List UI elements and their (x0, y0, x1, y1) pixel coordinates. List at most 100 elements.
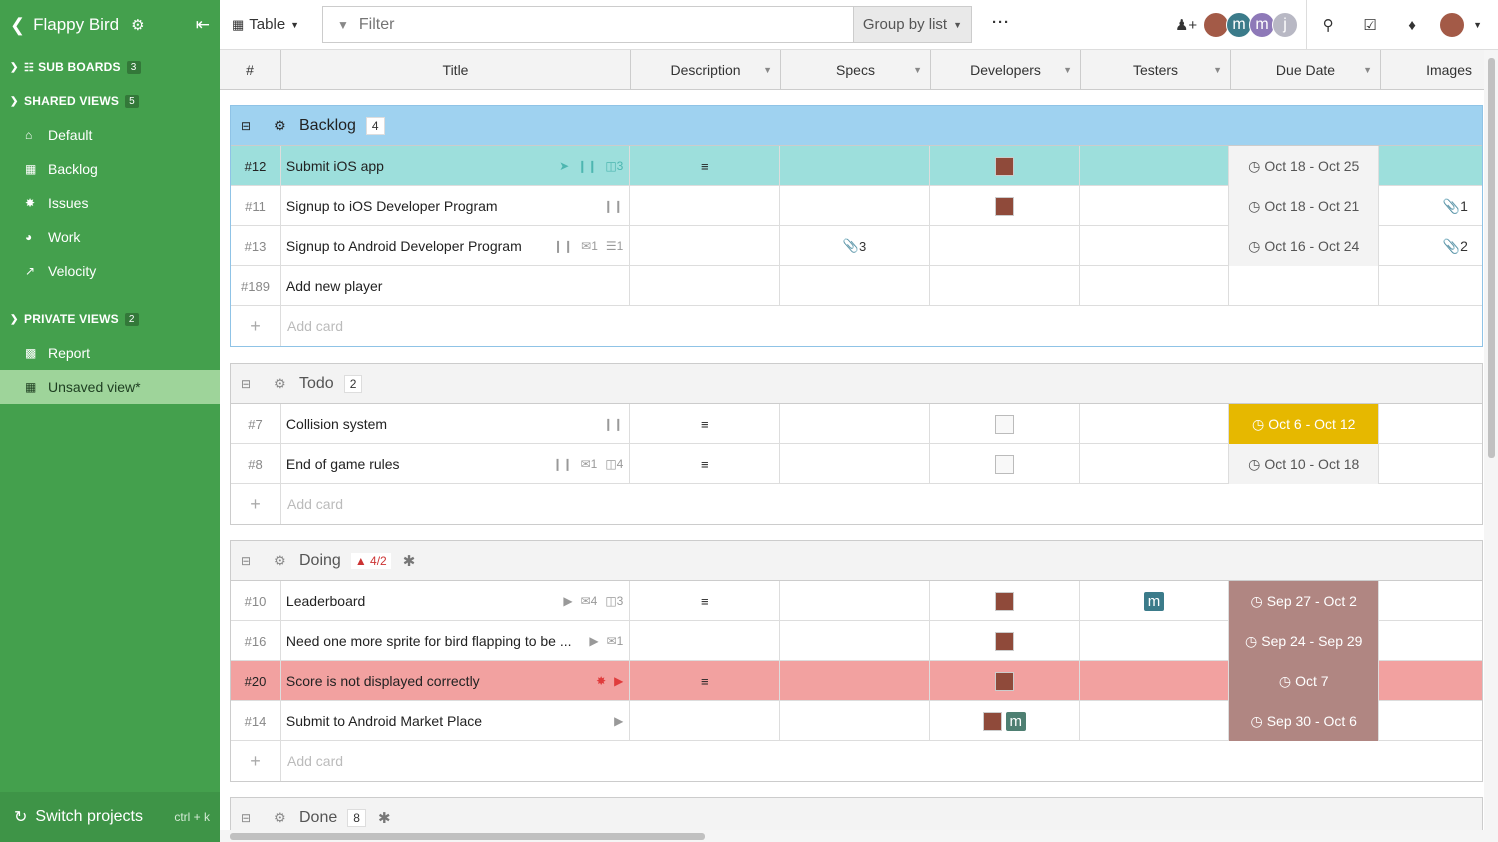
testers-cell[interactable] (1080, 186, 1230, 226)
sidebar-item-issues[interactable]: ✸ Issues (0, 186, 220, 220)
section-sub-boards[interactable]: ❯ ☷ SUB BOARDS 3 (0, 50, 220, 84)
table-row[interactable]: #14 Submit to Android Market Place ▶ m ◷ S… (231, 701, 1482, 741)
collapse-icon[interactable]: ⊟ (241, 118, 252, 133)
testers-cell[interactable] (1080, 621, 1230, 661)
collapse-icon[interactable]: ⊟ (241, 376, 252, 391)
images-cell[interactable] (1379, 444, 1482, 484)
images-cell[interactable] (1379, 661, 1482, 701)
sidebar-item-work[interactable]: ◕ Work (0, 220, 220, 254)
collapse-icon[interactable]: ⊟ (241, 553, 252, 568)
developers-cell[interactable] (930, 226, 1080, 266)
sidebar-item-report[interactable]: ▩ Report (0, 336, 220, 370)
images-cell[interactable]: 📎 2 (1379, 226, 1482, 266)
description-icon[interactable]: ≡ (630, 661, 781, 701)
card-title[interactable]: Add new player (285, 278, 383, 294)
gear-icon[interactable]: ⚙ (274, 375, 286, 391)
due-date-cell[interactable]: ◷ Oct 6 - Oct 12 (1229, 404, 1380, 444)
specs-cell[interactable] (780, 621, 930, 661)
testers-cell[interactable] (1080, 404, 1230, 444)
images-cell[interactable] (1379, 701, 1482, 741)
developers-cell[interactable] (930, 661, 1080, 701)
user-avatar[interactable] (1439, 12, 1466, 38)
col-header-images[interactable]: Images (1426, 62, 1472, 78)
card-title[interactable]: End of game rules (285, 456, 400, 472)
caret-down-icon[interactable]: ▼ (1213, 65, 1222, 75)
specs-cell[interactable] (780, 146, 930, 186)
back-chevron-icon[interactable]: ❮ (10, 14, 26, 35)
caret-down-icon[interactable]: ▼ (1363, 65, 1372, 75)
testers-cell[interactable] (1080, 661, 1230, 701)
checkbox-icon[interactable]: ☑ (1363, 17, 1377, 34)
specs-cell[interactable] (780, 444, 930, 484)
description-cell[interactable] (630, 266, 781, 306)
card-title[interactable]: Submit to Android Market Place (285, 713, 483, 729)
more-options-button[interactable]: ··· (992, 14, 1010, 31)
images-cell[interactable] (1379, 146, 1482, 186)
specs-cell[interactable] (780, 701, 930, 741)
section-shared-views[interactable]: ❯ SHARED VIEWS 5 (0, 84, 220, 118)
images-cell[interactable] (1379, 266, 1482, 306)
scroll-thumb[interactable] (230, 833, 705, 840)
add-member-icon[interactable]: ♟+ (1174, 17, 1198, 34)
group-by-dropdown[interactable]: Group by list ▼ (852, 7, 971, 42)
due-date-cell[interactable]: ◷ Oct 18 - Oct 21 (1229, 186, 1380, 226)
gear-icon[interactable]: ⚙ (274, 809, 286, 825)
testers-cell[interactable] (1080, 701, 1230, 741)
sidebar-item-backlog[interactable]: ▦ Backlog (0, 152, 220, 186)
collapse-sidebar-icon[interactable]: ⇤ (195, 15, 210, 34)
developers-cell[interactable] (930, 404, 1080, 444)
description-icon[interactable]: ≡ (630, 444, 781, 484)
due-date-cell[interactable]: ◷ Oct 18 - Oct 25 (1229, 146, 1380, 186)
card-title[interactable]: Collision system (285, 416, 388, 432)
table-row[interactable]: #12 Submit iOS app ➤ ❙❙ ◫3 ≡ ◷ Oct 18 - Oct… (231, 146, 1482, 186)
col-header-due-date[interactable]: Due Date ▼ (1231, 50, 1381, 90)
gear-icon[interactable]: ⚙ (274, 117, 286, 133)
sidebar-item-unsaved-view[interactable]: ▦ Unsaved view* (0, 370, 220, 404)
testers-cell[interactable] (1080, 266, 1230, 306)
avatar[interactable]: m (1226, 12, 1253, 38)
card-title[interactable]: Signup to Android Developer Program (285, 238, 522, 254)
sidebar-item-default[interactable]: ⌂ Default (0, 118, 220, 152)
specs-cell[interactable] (780, 186, 930, 226)
horizontal-scrollbar[interactable] (220, 830, 1484, 842)
switch-projects-button[interactable]: ↻ Switch projects ctrl + k (0, 792, 220, 842)
sidebar-item-velocity[interactable]: ↗ Velocity (0, 254, 220, 288)
developers-cell[interactable] (930, 621, 1080, 661)
view-selector[interactable]: ▦ Table ▼ (232, 7, 299, 43)
images-cell[interactable] (1379, 581, 1482, 621)
card-title[interactable]: Signup to iOS Developer Program (285, 198, 498, 214)
avatar[interactable] (1203, 12, 1230, 38)
col-header-title[interactable]: Title (281, 50, 631, 90)
specs-cell[interactable] (780, 661, 930, 701)
table-row[interactable]: #8 End of game rules ❙❙ ✉1 ◫4 ≡ ◷ Oct 10 - O… (231, 444, 1482, 484)
col-header-description[interactable]: Description ▼ (631, 50, 781, 90)
col-header-testers[interactable]: Testers ▼ (1081, 50, 1231, 90)
description-icon[interactable]: ≡ (630, 146, 781, 186)
collapse-icon[interactable]: ⊟ (241, 810, 252, 825)
table-row[interactable]: #11 Signup to iOS Developer Program ❙❙ ◷ O… (231, 186, 1482, 226)
description-cell[interactable] (630, 621, 781, 661)
developers-cell[interactable] (930, 444, 1080, 484)
developers-cell[interactable] (930, 581, 1080, 621)
developers-cell[interactable] (930, 186, 1080, 226)
caret-down-icon[interactable]: ▼ (1473, 20, 1482, 30)
card-title[interactable]: Score is not displayed correctly (285, 673, 480, 689)
developers-cell[interactable] (930, 266, 1080, 306)
col-header-number[interactable]: # (220, 50, 281, 90)
caret-down-icon[interactable]: ▼ (913, 65, 922, 75)
description-cell[interactable] (630, 701, 781, 741)
testers-cell[interactable]: m (1080, 581, 1230, 621)
card-title[interactable]: Submit iOS app (285, 158, 384, 174)
specs-cell[interactable] (780, 581, 930, 621)
images-cell[interactable] (1379, 621, 1482, 661)
description-cell[interactable] (630, 226, 781, 266)
filter-input[interactable] (358, 15, 839, 34)
add-card-row[interactable]: + Add card (231, 306, 1482, 346)
col-header-developers[interactable]: Developers ▼ (931, 50, 1081, 90)
card-title[interactable]: Need one more sprite for bird flapping t… (285, 633, 572, 649)
images-cell[interactable]: 📎 1 (1379, 186, 1482, 226)
images-cell[interactable] (1379, 404, 1482, 444)
table-row[interactable]: #7 Collision system ❙❙ ≡ ◷ Oct 6 - Oct 12 (231, 404, 1482, 444)
testers-cell[interactable] (1080, 226, 1230, 266)
caret-down-icon[interactable]: ▼ (1063, 65, 1072, 75)
